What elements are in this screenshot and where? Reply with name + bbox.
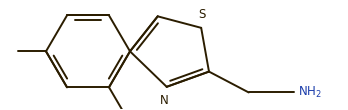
- Text: NH$_2$: NH$_2$: [298, 85, 322, 100]
- Text: S: S: [198, 8, 206, 21]
- Text: N: N: [160, 94, 169, 107]
